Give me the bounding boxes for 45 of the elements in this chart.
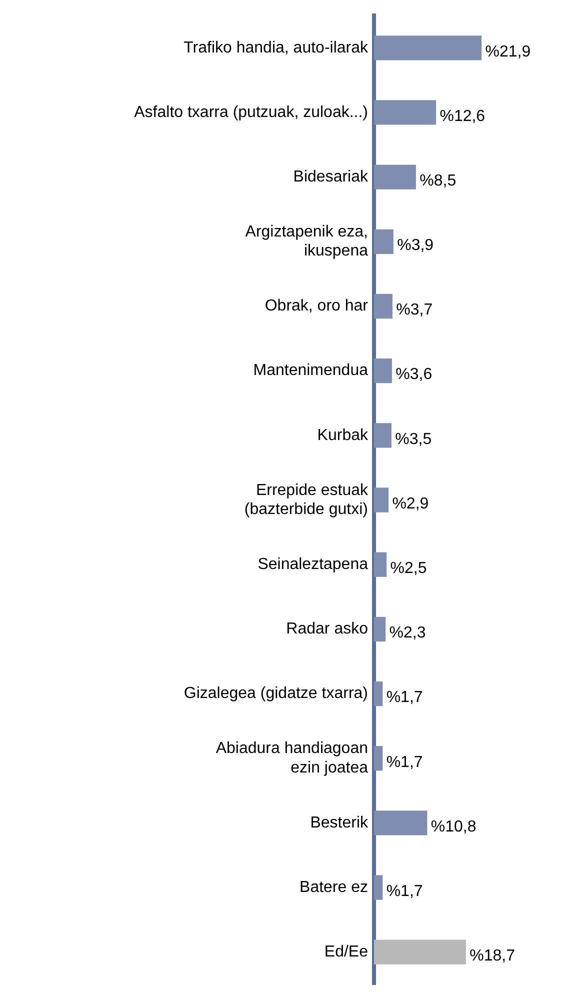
bar — [374, 100, 436, 125]
data-label: %2,9 — [392, 495, 429, 512]
bar — [374, 552, 387, 577]
y-tick-label: Abiadura handiagoan ezin joatea — [216, 740, 368, 776]
y-tick-label: Radar asko — [286, 620, 368, 638]
y-tick-label: Ed/Ee — [324, 944, 368, 961]
data-label: %3,7 — [396, 302, 433, 319]
data-label: %3,5 — [395, 430, 432, 448]
y-tick-label: Gizalegea (gidatze txarra) — [184, 685, 368, 702]
bar — [374, 940, 466, 964]
bar — [374, 810, 428, 836]
bar — [374, 746, 383, 771]
y-tick-label: Batere ez — [300, 878, 368, 896]
bar — [374, 229, 394, 254]
y-tick-label: Argiztapenik eza, ikuspena — [245, 223, 368, 260]
bar — [374, 616, 386, 642]
y-tick-label: Mantenimendua — [253, 362, 368, 380]
bar — [374, 681, 383, 706]
data-label: %21,9 — [485, 43, 531, 60]
data-label: %1,7 — [386, 689, 423, 706]
data-label: %1,7 — [386, 882, 423, 900]
bar — [374, 423, 392, 448]
data-label: %2,3 — [389, 624, 426, 642]
data-label: %3,6 — [396, 366, 432, 384]
bar — [374, 875, 383, 900]
y-tick-label: Besterik — [310, 814, 369, 832]
data-label: %2,5 — [390, 560, 427, 577]
y-tick-label: Errepide estuak (bazterbide gutxi) — [244, 482, 369, 518]
y-tick-label: Kurbak — [317, 426, 369, 444]
data-label: %10,8 — [430, 818, 476, 836]
bar — [374, 488, 389, 512]
data-label: %1,7 — [386, 754, 423, 771]
bar — [374, 164, 416, 190]
y-tick-label: Bidesariak — [293, 168, 369, 186]
bar — [374, 36, 482, 60]
y-tick-label: Seinaleztapena — [258, 556, 368, 573]
data-label: %18,7 — [470, 948, 516, 965]
data-label: %12,6 — [440, 108, 486, 125]
data-label: %3,9 — [397, 237, 434, 254]
y-tick-label: Obrak, oro har — [264, 298, 369, 315]
data-label: %8,5 — [420, 172, 456, 190]
y-tick-label: Asfalto txarra (putzuak, zuloak...) — [134, 104, 368, 121]
bar — [374, 294, 392, 319]
bar — [374, 358, 392, 384]
y-tick-label: Trafiko handia, auto-ilarak — [184, 39, 369, 56]
